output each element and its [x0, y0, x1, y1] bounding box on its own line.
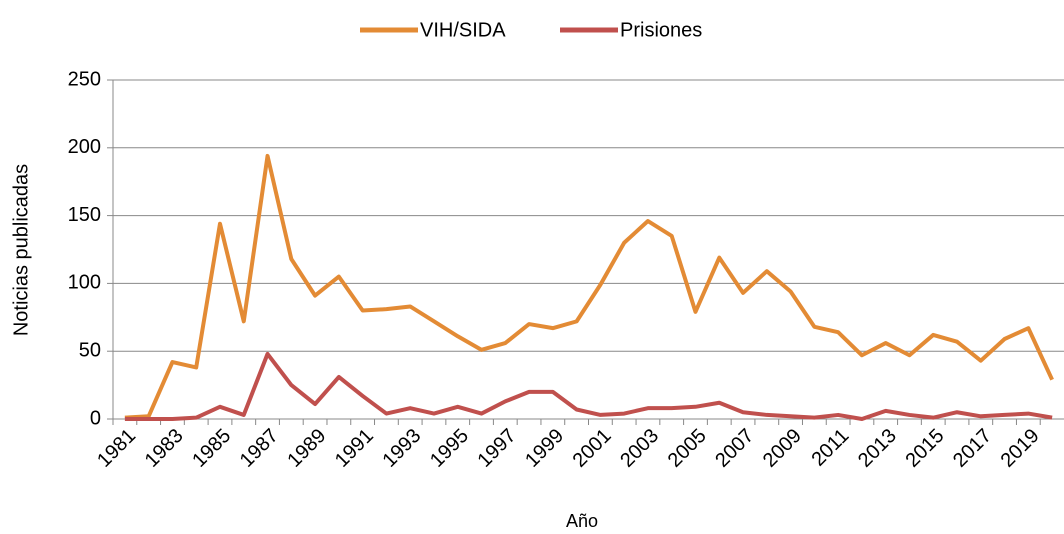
x-tick-label: 1985 — [188, 425, 235, 472]
x-tick-label: 1989 — [283, 425, 330, 472]
x-tick-label: 2017 — [949, 425, 996, 472]
series-line — [124, 153, 1054, 420]
legend-label: Prisiones — [620, 19, 702, 41]
x-tick-label: 2003 — [616, 425, 663, 472]
x-tick-label: 2011 — [807, 425, 853, 471]
x-axis-label: Año — [566, 511, 598, 531]
x-tick-label: 2013 — [854, 425, 901, 472]
x-tick-label: 2009 — [759, 425, 806, 472]
x-tick-label: 2005 — [664, 425, 711, 472]
series-line — [124, 351, 1053, 421]
x-tick-label: 1981 — [93, 425, 140, 472]
x-tick-label: 1991 — [331, 425, 378, 472]
x-tick-label: 2015 — [901, 425, 948, 472]
y-tick-label: 100 — [68, 272, 101, 294]
x-tick-label: 1993 — [378, 425, 425, 472]
x-tick-label: 1999 — [521, 425, 568, 472]
x-tick-label: 1983 — [141, 425, 188, 472]
x-tick-label: 1987 — [236, 425, 283, 472]
x-tick-label: 2001 — [569, 425, 616, 472]
x-tick-label: 1997 — [474, 425, 521, 472]
legend-label: VIH/SIDA — [420, 19, 506, 41]
y-tick-label: 250 — [68, 68, 101, 90]
x-tick-label: 1995 — [426, 425, 473, 472]
y-axis-label: Noticias publicadas — [10, 164, 32, 336]
y-tick-label: 0 — [90, 407, 101, 429]
y-tick-label: 150 — [68, 204, 101, 226]
x-tick-label: 2019 — [997, 425, 1044, 472]
x-tick-label: 2007 — [711, 425, 758, 472]
y-tick-label: 200 — [68, 136, 101, 158]
y-tick-label: 50 — [79, 339, 101, 361]
